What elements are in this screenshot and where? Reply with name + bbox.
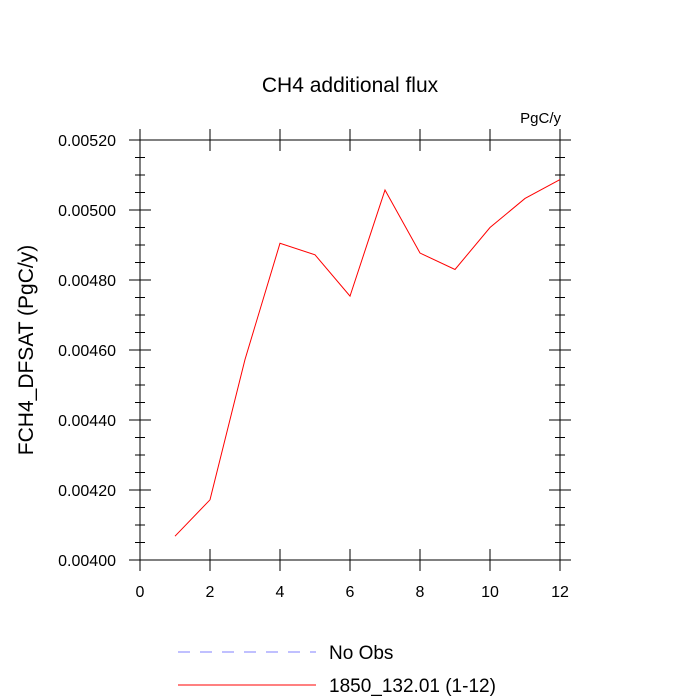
y-tick-label: 0.00440: [58, 413, 116, 430]
units-label: PgC/y: [520, 110, 561, 127]
y-tick-label: 0.00400: [58, 553, 116, 570]
chart-title: CH4 additional flux: [262, 74, 439, 97]
series-line: [174, 179, 561, 537]
y-tick-label: 0.00480: [58, 273, 116, 290]
series-layer: [174, 179, 561, 537]
x-tick-label: 0: [136, 584, 145, 601]
x-tick-label: 10: [481, 584, 499, 601]
y-axis-label: FCH4_DFSAT (PgC/y): [15, 245, 38, 455]
y-tick-label: 0.00500: [58, 203, 116, 220]
axis-ticks: [129, 129, 571, 571]
x-tick-label: 2: [206, 584, 215, 601]
axis-tick-labels: 0 2 4 6 8 10 12 0.00400 0.00420 0.00440 0.00460 0.0…: [58, 133, 569, 601]
x-tick-label: 12: [551, 584, 569, 601]
y-tick-label: 0.00520: [58, 133, 116, 150]
legend: No Obs 1850_132.01 (1-12): [178, 643, 496, 697]
y-tick-label: 0.00420: [58, 483, 116, 500]
legend-label: No Obs: [329, 643, 393, 664]
x-tick-label: 4: [276, 584, 285, 601]
plot-frame: [139, 139, 561, 561]
x-tick-label: 6: [346, 584, 355, 601]
x-tick-label: 8: [416, 584, 425, 601]
legend-label: 1850_132.01 (1-12): [329, 676, 496, 697]
y-tick-label: 0.00460: [58, 343, 116, 360]
